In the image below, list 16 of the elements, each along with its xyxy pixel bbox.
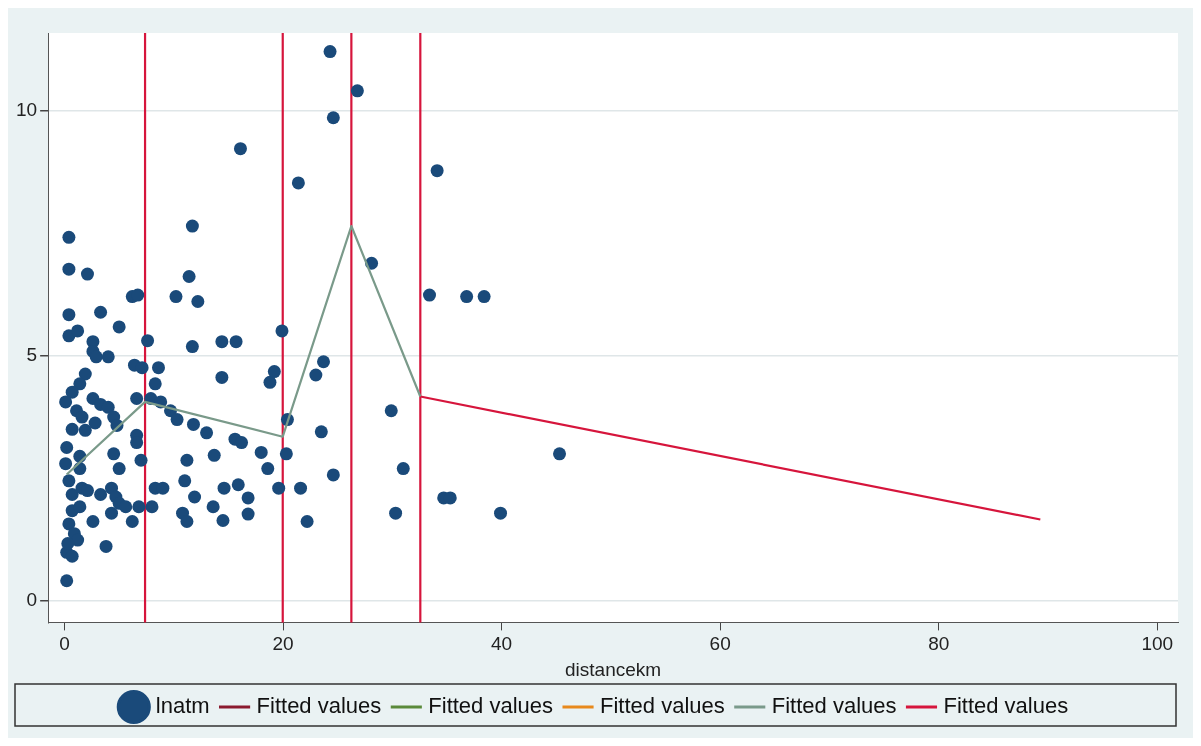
y-tick-label: 5	[26, 343, 38, 365]
x-tick-label: 80	[928, 633, 950, 655]
y-tick-label: 10	[15, 98, 38, 120]
x-tick-label: 20	[272, 633, 294, 655]
legend-label: lnatm	[155, 693, 210, 719]
x-tick-label: 40	[491, 633, 513, 655]
legend-label: Fitted values	[428, 693, 554, 719]
legend-label: Fitted values	[771, 693, 897, 719]
x-tick-label: 60	[709, 633, 731, 655]
x-axis-title: distancekm	[565, 658, 662, 680]
x-tick-label: 100	[1141, 633, 1174, 655]
legend-label: Fitted values	[943, 693, 1069, 719]
x-tick-label: 0	[59, 633, 70, 655]
legend-label: Fitted values	[600, 693, 725, 719]
y-tick-label: 0	[26, 588, 38, 610]
legend-label: Fitted values	[256, 693, 382, 719]
